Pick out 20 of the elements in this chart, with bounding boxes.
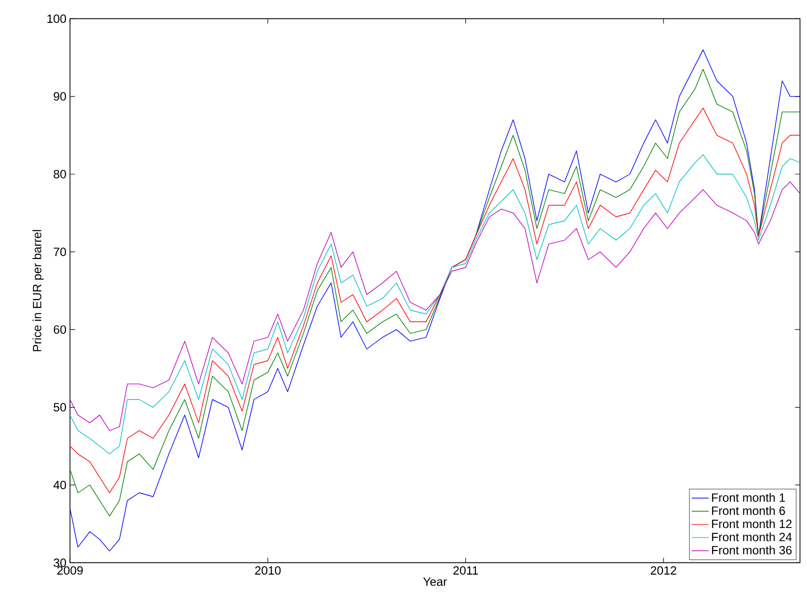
y-tick-label: 90 (54, 92, 66, 101)
y-axis-title: Price in EUR per barrel (32, 230, 44, 352)
x-tick-label: 2010 (255, 566, 281, 575)
y-tick-label: 50 (54, 403, 66, 412)
x-axis-title: Year (423, 578, 447, 586)
legend-label: Front month 12 (712, 519, 792, 528)
x-tick-label: 2012 (650, 566, 676, 575)
y-tick-label: 60 (54, 325, 66, 334)
x-tick-label: 2009 (57, 566, 83, 575)
y-tick-label: 100 (47, 14, 66, 23)
line-series (70, 182, 800, 431)
x-tick-label: 2011 (453, 566, 478, 575)
y-tick-label: 30 (54, 558, 66, 567)
legend-label: Front month 24 (712, 532, 792, 542)
y-tick-label: 40 (53, 480, 66, 490)
y-tick-label: 70 (54, 248, 66, 256)
y-tick-label: 80 (54, 170, 66, 178)
legend-label: Front month 36 (712, 546, 792, 554)
legend-label: Front month 1 (712, 493, 785, 502)
legend-label: Front month 6 (712, 506, 785, 515)
